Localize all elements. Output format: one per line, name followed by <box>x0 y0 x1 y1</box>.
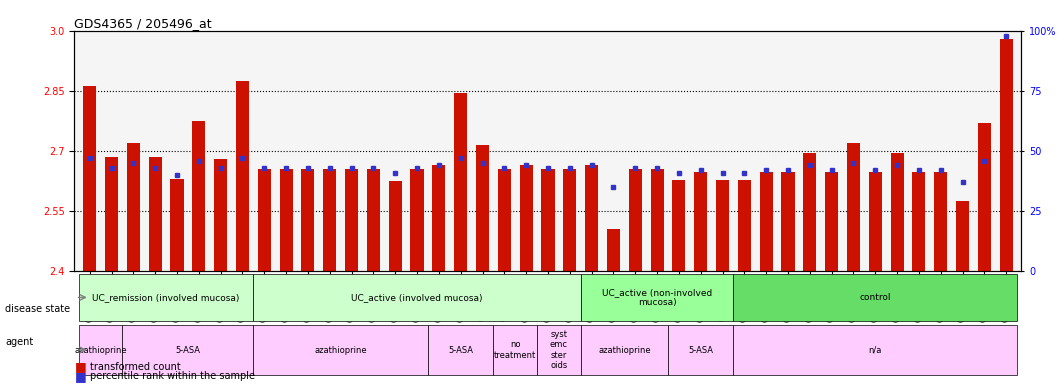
Bar <box>83 86 97 271</box>
FancyBboxPatch shape <box>733 325 1017 375</box>
Text: ■: ■ <box>74 360 86 373</box>
FancyBboxPatch shape <box>494 325 537 375</box>
FancyBboxPatch shape <box>428 325 494 375</box>
FancyBboxPatch shape <box>581 325 668 375</box>
Bar <box>193 121 205 271</box>
Bar <box>149 157 162 271</box>
FancyBboxPatch shape <box>79 325 122 375</box>
Bar <box>934 172 947 271</box>
Bar <box>585 165 598 271</box>
FancyBboxPatch shape <box>668 325 733 375</box>
Bar <box>760 172 772 271</box>
Text: azathioprine: azathioprine <box>598 346 651 354</box>
Bar <box>650 169 664 271</box>
Text: azathioprine: azathioprine <box>314 346 367 354</box>
FancyBboxPatch shape <box>537 325 581 375</box>
FancyBboxPatch shape <box>79 274 253 321</box>
Text: control: control <box>860 293 891 302</box>
Bar <box>170 179 184 271</box>
Bar <box>606 229 620 271</box>
Bar <box>236 81 249 271</box>
Bar <box>629 169 642 271</box>
Bar <box>803 153 816 271</box>
Bar <box>737 180 751 271</box>
Bar <box>476 145 489 271</box>
Text: agent: agent <box>5 337 34 347</box>
FancyBboxPatch shape <box>253 325 428 375</box>
Bar <box>672 180 685 271</box>
Bar <box>542 169 554 271</box>
Text: syst
emc
ster
oids: syst emc ster oids <box>550 330 568 370</box>
Bar <box>694 172 708 271</box>
Bar <box>847 143 860 271</box>
Text: UC_active (non-involved
mucosa): UC_active (non-involved mucosa) <box>602 288 712 307</box>
FancyBboxPatch shape <box>253 274 581 321</box>
Text: 5-ASA: 5-ASA <box>176 346 200 354</box>
Bar <box>323 169 336 271</box>
Bar <box>912 172 926 271</box>
Bar <box>432 165 446 271</box>
Text: GDS4365 / 205496_at: GDS4365 / 205496_at <box>74 17 212 30</box>
Bar <box>127 143 140 271</box>
Text: UC_active (involved mucosa): UC_active (involved mucosa) <box>351 293 483 302</box>
Text: azathioprine: azathioprine <box>74 346 127 354</box>
Bar <box>280 169 293 271</box>
Bar <box>257 169 271 271</box>
Bar <box>868 172 882 271</box>
Bar <box>388 181 402 271</box>
Bar <box>781 172 795 271</box>
Bar <box>301 169 315 271</box>
Bar <box>454 93 467 271</box>
Text: UC_remission (involved mucosa): UC_remission (involved mucosa) <box>93 293 239 302</box>
Bar <box>214 159 228 271</box>
Bar <box>519 165 533 271</box>
Bar <box>891 153 903 271</box>
Bar <box>825 172 838 271</box>
Bar <box>345 169 359 271</box>
FancyBboxPatch shape <box>733 274 1017 321</box>
Bar <box>411 169 423 271</box>
Bar <box>999 39 1013 271</box>
Bar <box>563 169 577 271</box>
Bar <box>498 169 511 271</box>
Bar <box>367 169 380 271</box>
Text: n/a: n/a <box>868 346 882 354</box>
Text: 5-ASA: 5-ASA <box>448 346 473 354</box>
FancyBboxPatch shape <box>122 325 253 375</box>
FancyBboxPatch shape <box>581 274 733 321</box>
Text: disease state: disease state <box>5 304 70 314</box>
Text: no
treatment: no treatment <box>494 340 536 360</box>
Bar <box>978 123 991 271</box>
Text: 5-ASA: 5-ASA <box>688 346 713 354</box>
Bar <box>105 157 118 271</box>
Bar <box>716 180 729 271</box>
Text: ■: ■ <box>74 370 86 383</box>
Text: percentile rank within the sample: percentile rank within the sample <box>90 371 255 381</box>
Bar <box>955 201 969 271</box>
Text: transformed count: transformed count <box>90 362 181 372</box>
